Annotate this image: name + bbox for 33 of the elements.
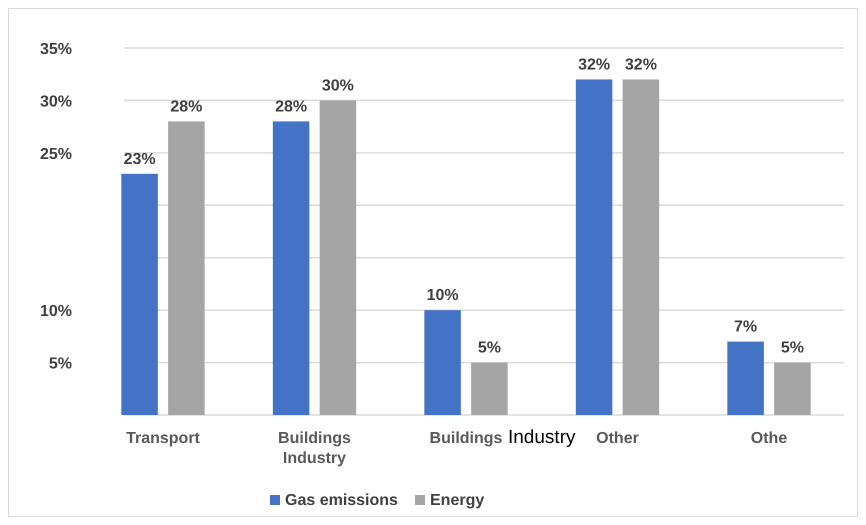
x-tick-label: Transport	[126, 430, 201, 447]
legend-label: Gas emissions	[285, 492, 398, 509]
data-label: 7%	[734, 318, 758, 336]
x-tick-label: Othe	[750, 430, 788, 447]
data-label: 32%	[578, 56, 610, 74]
data-label: 30%	[322, 77, 354, 94]
bar	[320, 100, 356, 415]
x-tick-label: Buildings Industry	[278, 430, 352, 467]
y-tick-label: 25%	[40, 146, 72, 163]
bar	[622, 79, 660, 415]
x-tick-label: Other	[596, 430, 639, 447]
data-label: 5%	[478, 340, 501, 357]
bar	[774, 362, 811, 415]
data-label: 23%	[124, 150, 156, 168]
legend-label: Energy	[430, 492, 484, 509]
bar	[576, 79, 612, 415]
bar	[168, 121, 205, 415]
bar	[121, 174, 158, 415]
y-tick-label: 35%	[40, 41, 72, 58]
y-tick-label: 30%	[40, 93, 72, 110]
data-label: 28%	[275, 98, 308, 116]
x-tick-label: Buildings	[430, 430, 503, 447]
y-tick-label: 5%	[48, 356, 72, 373]
bar	[727, 342, 764, 415]
y-tick-label: 10%	[40, 303, 72, 320]
bar	[471, 362, 508, 415]
data-label: 10%	[426, 287, 459, 304]
data-label: 28%	[170, 98, 202, 116]
text: Industry	[508, 427, 576, 448]
bar	[272, 121, 310, 415]
bar	[424, 310, 461, 415]
data-label: 32%	[624, 56, 657, 74]
data-label: 5%	[780, 340, 804, 357]
